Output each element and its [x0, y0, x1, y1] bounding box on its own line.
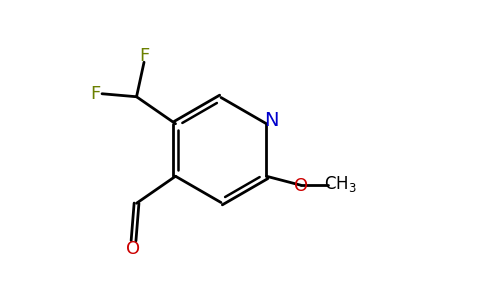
Text: O: O: [294, 177, 308, 195]
Text: O: O: [126, 239, 140, 257]
Text: F: F: [139, 46, 149, 64]
Text: CH$_3$: CH$_3$: [324, 174, 356, 194]
Text: F: F: [91, 85, 101, 103]
Text: N: N: [265, 111, 279, 130]
